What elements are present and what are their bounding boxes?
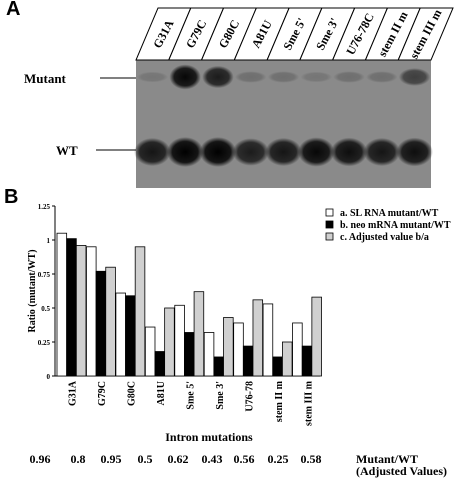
- bar-chart: 0 0.25 0.5 0.75 1 1.25 Ratio (mutant/WT) Intron…: [27, 203, 451, 444]
- bar: [203, 332, 215, 377]
- panel-a-letter: A: [6, 0, 21, 20]
- legend-swatch: [325, 220, 334, 229]
- bar: [213, 356, 224, 377]
- x-tick-label: A81U: [156, 381, 167, 405]
- legend-label: c. Adjusted value b/a: [340, 232, 429, 243]
- mutant-band-label: Mutant: [24, 71, 67, 86]
- bar: [115, 292, 126, 377]
- x-tick-label: G80C: [127, 381, 138, 406]
- bar: [75, 245, 87, 377]
- gel-figure: G31A G79C G80C A81U Sme 5' Sme 3' U76-78Cstem …: [24, 7, 454, 188]
- bar: [223, 317, 234, 377]
- wt-band: [265, 137, 302, 167]
- bar: [144, 326, 156, 377]
- mutant-band: [398, 68, 431, 86]
- mutant-band: [333, 71, 365, 83]
- bar: [174, 304, 185, 377]
- y-tick-label: 0.75: [38, 271, 51, 279]
- mutant-band: [300, 71, 333, 83]
- adjusted-value: 0.25: [267, 452, 289, 466]
- bar: [125, 295, 136, 377]
- wt-band: [297, 137, 335, 167]
- y-tick-label: 0.25: [38, 339, 51, 347]
- wt-band-label: WT: [56, 143, 78, 158]
- wt-band: [199, 137, 237, 167]
- bar: [164, 307, 175, 377]
- wt-band: [166, 137, 204, 167]
- wt-band: [396, 137, 433, 167]
- adjusted-value: 0.62: [167, 452, 189, 466]
- bar: [282, 341, 293, 377]
- mutant-band: [267, 71, 300, 83]
- bar: [154, 351, 166, 377]
- bar: [86, 246, 97, 377]
- adjusted-label-line1: Mutant/WT: [356, 452, 419, 466]
- adjusted-value: 0.8: [70, 452, 86, 466]
- adjusted-value: 0.5: [137, 452, 153, 466]
- x-tick-label: U76-78: [244, 381, 255, 412]
- x-tick-label: Sme 5': [186, 381, 197, 410]
- x-tick-label: Sme 3': [215, 381, 226, 410]
- x-tick-label: stem III m: [303, 380, 314, 426]
- bar: [105, 266, 116, 377]
- wt-band: [232, 138, 270, 166]
- mutant-band: [169, 64, 201, 90]
- bar: [272, 356, 283, 377]
- legend-label: b. neo mRNA mutant/WT: [340, 220, 451, 231]
- mutant-band: [136, 71, 169, 83]
- bar: [66, 238, 77, 377]
- adjusted-value: 0.96: [29, 452, 51, 466]
- y-tick-label: 0.5: [41, 305, 50, 313]
- bar: [262, 303, 274, 377]
- adjusted-value: 0.95: [100, 452, 122, 466]
- lane-header-cell: [397, 7, 454, 61]
- bar: [184, 332, 195, 377]
- bar: [242, 345, 254, 377]
- x-tick-label: G31A: [68, 380, 79, 406]
- y-tick-label: 1.25: [38, 203, 51, 211]
- chart-bars: [56, 232, 322, 377]
- chart-legend: a. SL RNA mutant/WTb. neo mRNA mutant/WT…: [325, 208, 451, 243]
- bar: [233, 322, 244, 377]
- bar: [193, 291, 205, 377]
- y-tick-label: 0: [47, 373, 51, 381]
- bar: [292, 322, 303, 377]
- adjusted-value: 0.56: [233, 452, 255, 466]
- bar: [301, 345, 313, 377]
- adjusted-value: 0.43: [201, 452, 223, 466]
- mutant-band: [234, 71, 267, 83]
- bar: [311, 296, 322, 377]
- bar: [134, 246, 146, 377]
- gel-bands: [134, 64, 433, 167]
- wt-band: [363, 137, 401, 167]
- x-tick-label: G79C: [97, 381, 108, 406]
- wt-band: [134, 137, 171, 167]
- bar: [95, 270, 107, 377]
- wt-band: [330, 137, 368, 167]
- legend-label: a. SL RNA mutant/WT: [340, 208, 439, 219]
- chart-axes: 0 0.25 0.5 0.75 1 1.25 Ratio (mutant/WT) Intron…: [27, 203, 320, 444]
- x-tick-label: stem II m: [274, 380, 285, 422]
- mutant-band: [366, 71, 398, 83]
- y-tick-label: 1: [47, 237, 51, 245]
- adjusted-values-row: 0.96 0.8 0.95 0.5 0.62 0.43 0.56 0.25 0.58: [0, 452, 474, 466]
- x-axis-label: Intron mutations: [165, 430, 253, 444]
- bar: [56, 232, 68, 377]
- lane-header: G31A G79C G80C A81U Sme 5' Sme 3' U76-78Cstem …: [135, 7, 454, 61]
- panel-b-letter: B: [4, 186, 19, 208]
- legend-swatch: [325, 208, 334, 217]
- y-axis-label: Ratio (mutant/WT): [27, 249, 38, 332]
- bar: [252, 299, 264, 377]
- legend-swatch: [325, 232, 334, 241]
- adjusted-label-line2: (Adjusted Values): [356, 464, 448, 478]
- adjusted-value: 0.58: [300, 452, 322, 466]
- mutant-band: [202, 65, 234, 89]
